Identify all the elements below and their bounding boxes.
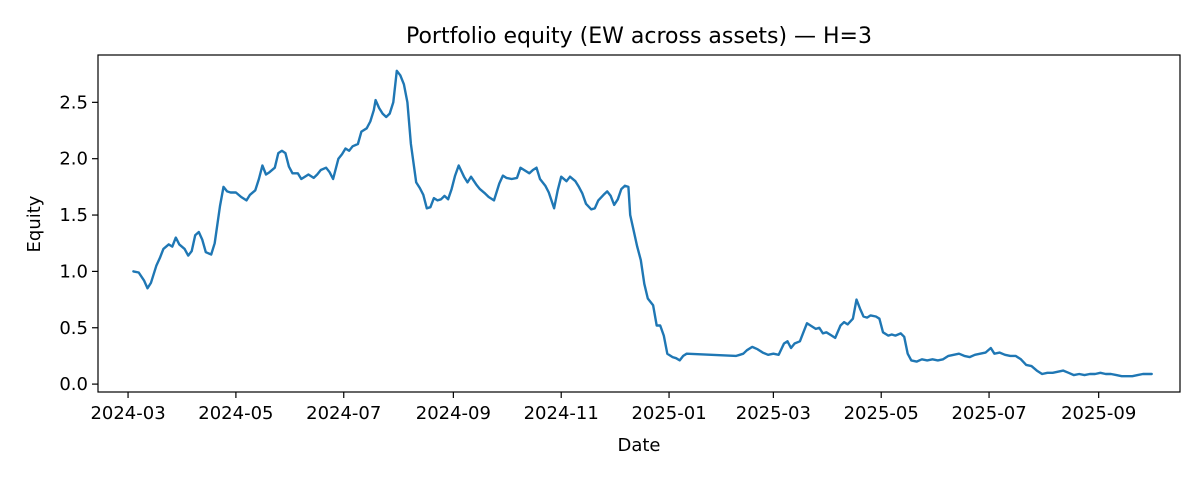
plot-frame (97, 54, 1181, 393)
x-tick-label: 2025-09 (1061, 403, 1136, 424)
y-tick-label: 2.0 (59, 149, 88, 170)
x-tick-label: 2024-03 (90, 403, 165, 424)
y-axis-label: Equity (24, 195, 45, 252)
x-tick-label: 2025-07 (951, 403, 1026, 424)
y-tick-label: 2.5 (59, 92, 88, 113)
x-tick-label: 2024-07 (306, 403, 381, 424)
chart-title: Portfolio equity (EW across assets) — H=… (406, 24, 872, 49)
x-tick-label: 2024-11 (524, 403, 599, 424)
y-tick-label: 1.5 (59, 205, 88, 226)
x-tick-label: 2025-05 (844, 403, 919, 424)
x-tick-label: 2024-05 (198, 403, 273, 424)
x-axis-label: Date (617, 435, 660, 456)
y-tick-label: 1.0 (59, 261, 88, 282)
x-tick-label: 2025-03 (736, 403, 811, 424)
equity-line (132, 69, 1153, 378)
axis-ticks: 2024-03 2024-05 2024-07 2024-09 2024-11 2025-… (59, 92, 1136, 424)
series-layer (132, 69, 1153, 378)
y-tick-label: 0.5 (59, 318, 88, 339)
y-tick-label: 0.0 (59, 374, 88, 395)
x-tick-label: 2025-01 (631, 403, 706, 424)
x-tick-label: 2024-09 (416, 403, 491, 424)
